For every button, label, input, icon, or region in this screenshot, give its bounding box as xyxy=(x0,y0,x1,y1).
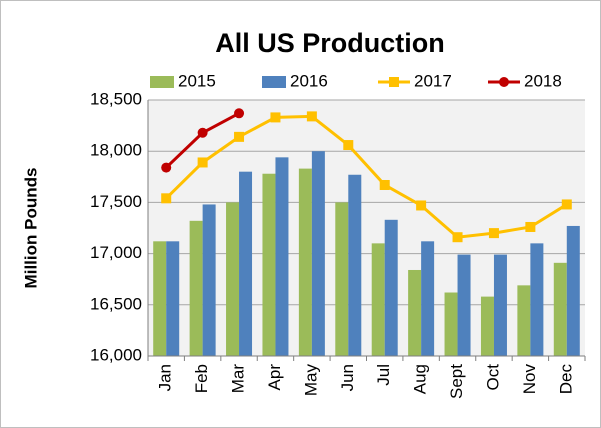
marker xyxy=(234,131,245,142)
x-tick-label: Oct xyxy=(483,364,502,391)
bar xyxy=(239,171,253,356)
bar xyxy=(311,151,325,356)
marker xyxy=(197,127,208,138)
marker xyxy=(452,232,463,243)
bar xyxy=(444,292,458,356)
marker xyxy=(161,162,172,173)
x-tick-label: Jan xyxy=(156,364,175,391)
bar xyxy=(202,204,216,356)
marker xyxy=(343,140,354,151)
bar xyxy=(517,285,531,356)
y-tick-label: 16,500 xyxy=(90,294,142,313)
legend-label: 2018 xyxy=(524,71,562,90)
bar xyxy=(153,241,167,356)
marker xyxy=(161,193,172,204)
y-tick-label: 18,500 xyxy=(90,89,142,108)
bar xyxy=(408,269,422,356)
y-tick-label: 16,000 xyxy=(90,345,142,364)
y-tick-label: 18,000 xyxy=(90,141,142,160)
marker xyxy=(306,111,317,122)
marker xyxy=(488,228,499,239)
legend-marker xyxy=(389,77,399,87)
x-tick-label: Mar xyxy=(229,364,248,394)
marker xyxy=(234,108,245,119)
bar xyxy=(553,262,567,356)
legend-swatch xyxy=(150,76,174,88)
marker xyxy=(561,199,572,210)
x-tick-label: Nov xyxy=(520,364,539,395)
bar xyxy=(457,254,471,356)
plot-area xyxy=(148,100,585,356)
bar xyxy=(226,202,240,356)
marker xyxy=(379,179,390,190)
x-tick-label: Jul xyxy=(374,364,393,386)
marker xyxy=(197,157,208,168)
bar xyxy=(335,202,349,356)
bar xyxy=(348,174,362,356)
bar xyxy=(262,173,276,356)
bar xyxy=(371,243,385,356)
line xyxy=(165,114,568,239)
y-tick-label: 17,000 xyxy=(90,243,142,262)
bar xyxy=(384,219,398,356)
legend-label: 2016 xyxy=(290,71,328,90)
y-axis-title: Million Pounds xyxy=(21,168,40,289)
bar xyxy=(298,168,312,356)
bar xyxy=(566,225,580,356)
bar xyxy=(480,296,494,356)
chart-title: All US Production xyxy=(215,28,445,58)
bar xyxy=(189,220,203,356)
bar xyxy=(421,241,435,356)
marker xyxy=(416,200,427,211)
legend-label: 2017 xyxy=(414,71,452,90)
bar xyxy=(493,254,507,356)
legend-swatch xyxy=(262,76,286,88)
bar xyxy=(166,241,180,356)
x-tick-label: Sept xyxy=(447,364,466,399)
legend-label: 2015 xyxy=(178,71,216,90)
bar xyxy=(275,157,289,356)
x-tick-label: Aug xyxy=(411,364,430,394)
x-tick-label: Dec xyxy=(556,364,575,395)
marker xyxy=(525,221,536,232)
x-tick-label: Jun xyxy=(338,364,357,391)
y-tick-label: 17,500 xyxy=(90,192,142,211)
marker xyxy=(270,112,281,123)
x-tick-label: Feb xyxy=(192,364,211,393)
bar xyxy=(530,243,544,356)
legend-marker xyxy=(499,77,509,87)
x-tick-label: May xyxy=(301,364,320,397)
x-tick-label: Apr xyxy=(265,364,284,391)
